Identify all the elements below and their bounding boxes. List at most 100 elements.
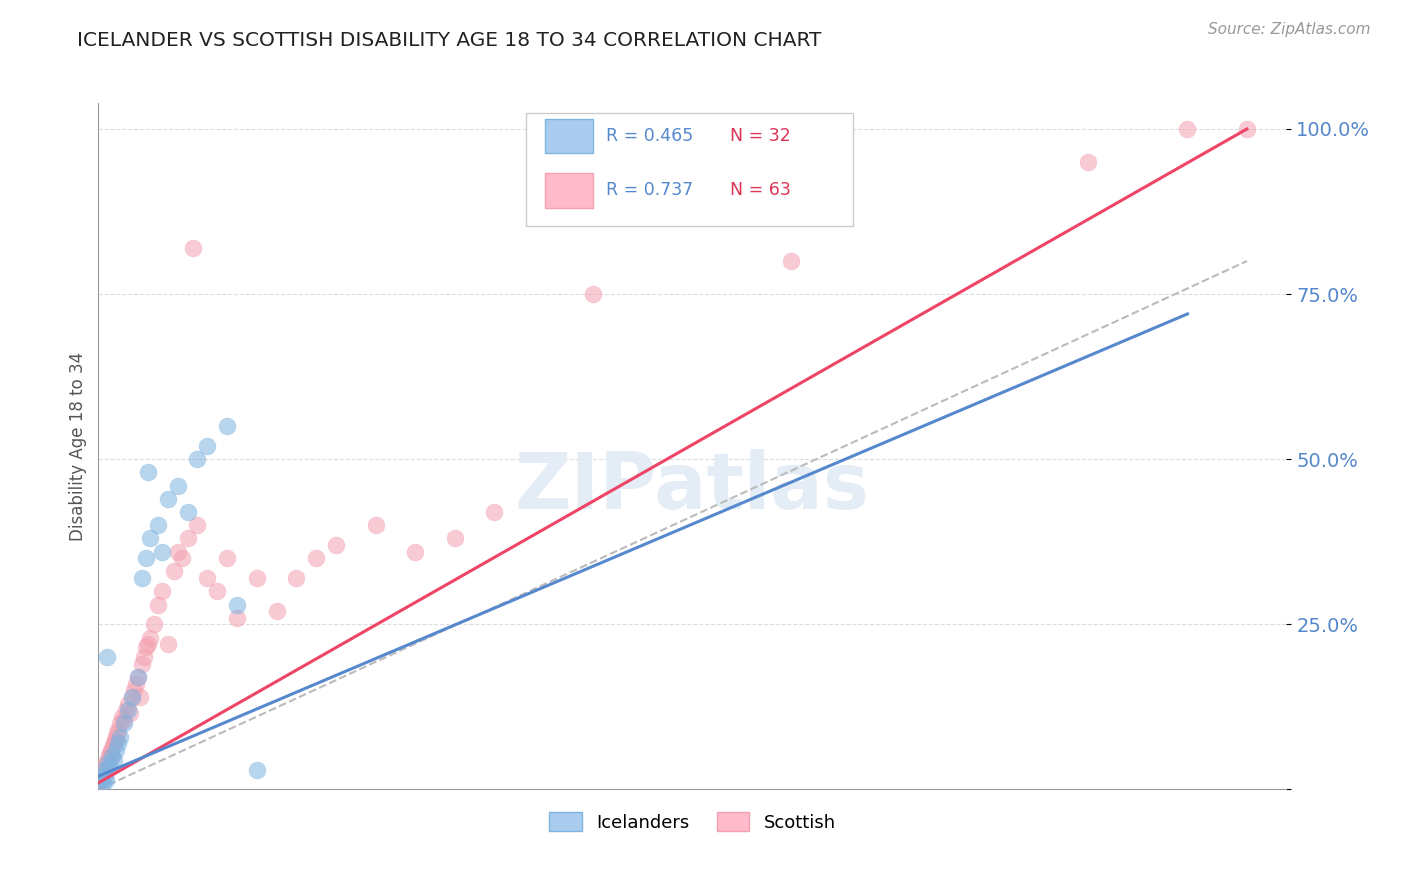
Point	[127, 670, 149, 684]
Point	[146, 598, 169, 612]
Point	[111, 710, 134, 724]
Point	[131, 571, 153, 585]
Point	[96, 650, 118, 665]
Point	[93, 765, 115, 780]
Point	[112, 713, 135, 727]
Point	[94, 759, 117, 773]
Text: ZIPatlas: ZIPatlas	[515, 450, 870, 525]
Point	[207, 584, 229, 599]
Point	[142, 617, 165, 632]
Point	[170, 551, 193, 566]
Point	[104, 732, 127, 747]
Point	[90, 772, 112, 787]
Text: Source: ZipAtlas.com: Source: ZipAtlas.com	[1208, 22, 1371, 37]
Point	[98, 749, 121, 764]
Point	[94, 769, 117, 783]
Text: N = 32: N = 32	[731, 128, 792, 145]
Point	[156, 491, 179, 506]
Point	[129, 690, 152, 704]
Y-axis label: Disability Age 18 to 34: Disability Age 18 to 34	[69, 351, 87, 541]
Point	[105, 726, 128, 740]
Point	[404, 544, 426, 558]
Point	[100, 743, 122, 757]
Point	[176, 532, 198, 546]
Point	[96, 772, 118, 787]
Point	[122, 683, 145, 698]
Point	[103, 739, 125, 754]
Point	[186, 452, 208, 467]
Point	[582, 287, 605, 301]
Point	[136, 637, 159, 651]
Point	[163, 565, 186, 579]
Point	[305, 551, 328, 566]
Point	[176, 505, 198, 519]
FancyBboxPatch shape	[546, 119, 593, 153]
Point	[1177, 122, 1199, 136]
Point	[127, 670, 149, 684]
Point	[135, 640, 157, 655]
Point	[107, 736, 129, 750]
Point	[146, 518, 169, 533]
Point	[131, 657, 153, 671]
Point	[103, 753, 125, 767]
Point	[105, 743, 128, 757]
Text: R = 0.465: R = 0.465	[606, 128, 693, 145]
Point	[108, 730, 131, 744]
Text: R = 0.737: R = 0.737	[606, 181, 693, 200]
Point	[226, 610, 249, 624]
Point	[96, 763, 118, 777]
Point	[91, 769, 114, 783]
Point	[166, 478, 188, 492]
Point	[117, 697, 139, 711]
Point	[135, 551, 157, 566]
Point	[96, 756, 118, 770]
Point	[150, 584, 173, 599]
Point	[195, 571, 218, 585]
Point	[89, 776, 111, 790]
Legend: Icelanders, Scottish: Icelanders, Scottish	[543, 805, 842, 838]
Point	[115, 703, 138, 717]
Point	[136, 466, 159, 480]
Point	[166, 544, 188, 558]
Point	[120, 706, 142, 721]
Point	[101, 749, 124, 764]
Point	[246, 763, 269, 777]
Point	[139, 532, 162, 546]
Text: ICELANDER VS SCOTTISH DISABILITY AGE 18 TO 34 CORRELATION CHART: ICELANDER VS SCOTTISH DISABILITY AGE 18 …	[77, 31, 821, 50]
Point	[93, 763, 115, 777]
Point	[780, 254, 803, 268]
Point	[217, 419, 239, 434]
Point	[107, 723, 129, 737]
Point	[93, 763, 115, 777]
Point	[117, 703, 139, 717]
Text: N = 63: N = 63	[731, 181, 792, 200]
Point	[125, 677, 148, 691]
Point	[266, 604, 288, 618]
Point	[217, 551, 239, 566]
Point	[90, 772, 112, 787]
Point	[325, 538, 347, 552]
Point	[98, 759, 121, 773]
Point	[132, 650, 155, 665]
Point	[150, 544, 173, 558]
Point	[91, 769, 114, 783]
Point	[183, 241, 205, 255]
Point	[108, 716, 131, 731]
Point	[156, 637, 179, 651]
Point	[112, 716, 135, 731]
Point	[121, 690, 143, 704]
Point	[444, 532, 467, 546]
Point	[195, 439, 218, 453]
Point	[103, 736, 125, 750]
Point	[1077, 155, 1099, 169]
Point	[93, 776, 115, 790]
FancyBboxPatch shape	[526, 113, 853, 227]
Point	[484, 505, 506, 519]
Point	[105, 730, 128, 744]
Point	[226, 598, 249, 612]
FancyBboxPatch shape	[546, 173, 593, 208]
Point	[285, 571, 308, 585]
Point	[97, 756, 120, 770]
Point	[121, 690, 143, 704]
Point	[97, 753, 120, 767]
